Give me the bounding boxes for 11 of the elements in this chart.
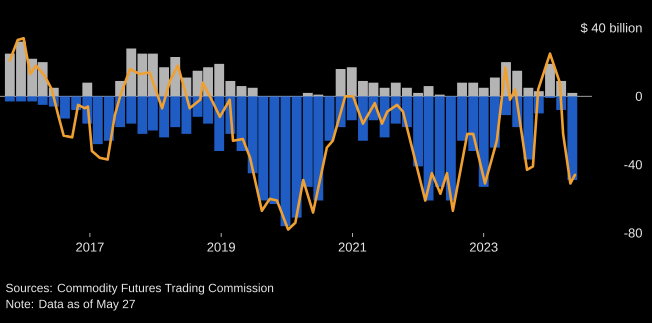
y-tick-label: 0 <box>636 92 642 101</box>
x-tick-label: 2017 <box>76 242 104 252</box>
line-series <box>8 36 576 231</box>
text: Note: Data as of May 27 <box>6 299 135 311</box>
x-tick-label: 2023 <box>470 242 498 252</box>
source-note: Sources: Commodity Futures Trading Commission <box>6 283 274 295</box>
y-tick-label: -40 <box>624 160 642 170</box>
x-tick-label: 2019 <box>207 242 235 252</box>
y-tick-label: $ 40 billion <box>580 22 642 34</box>
x-tick-label: 2021 <box>338 242 366 252</box>
y-tick-label: -80 <box>624 228 642 238</box>
